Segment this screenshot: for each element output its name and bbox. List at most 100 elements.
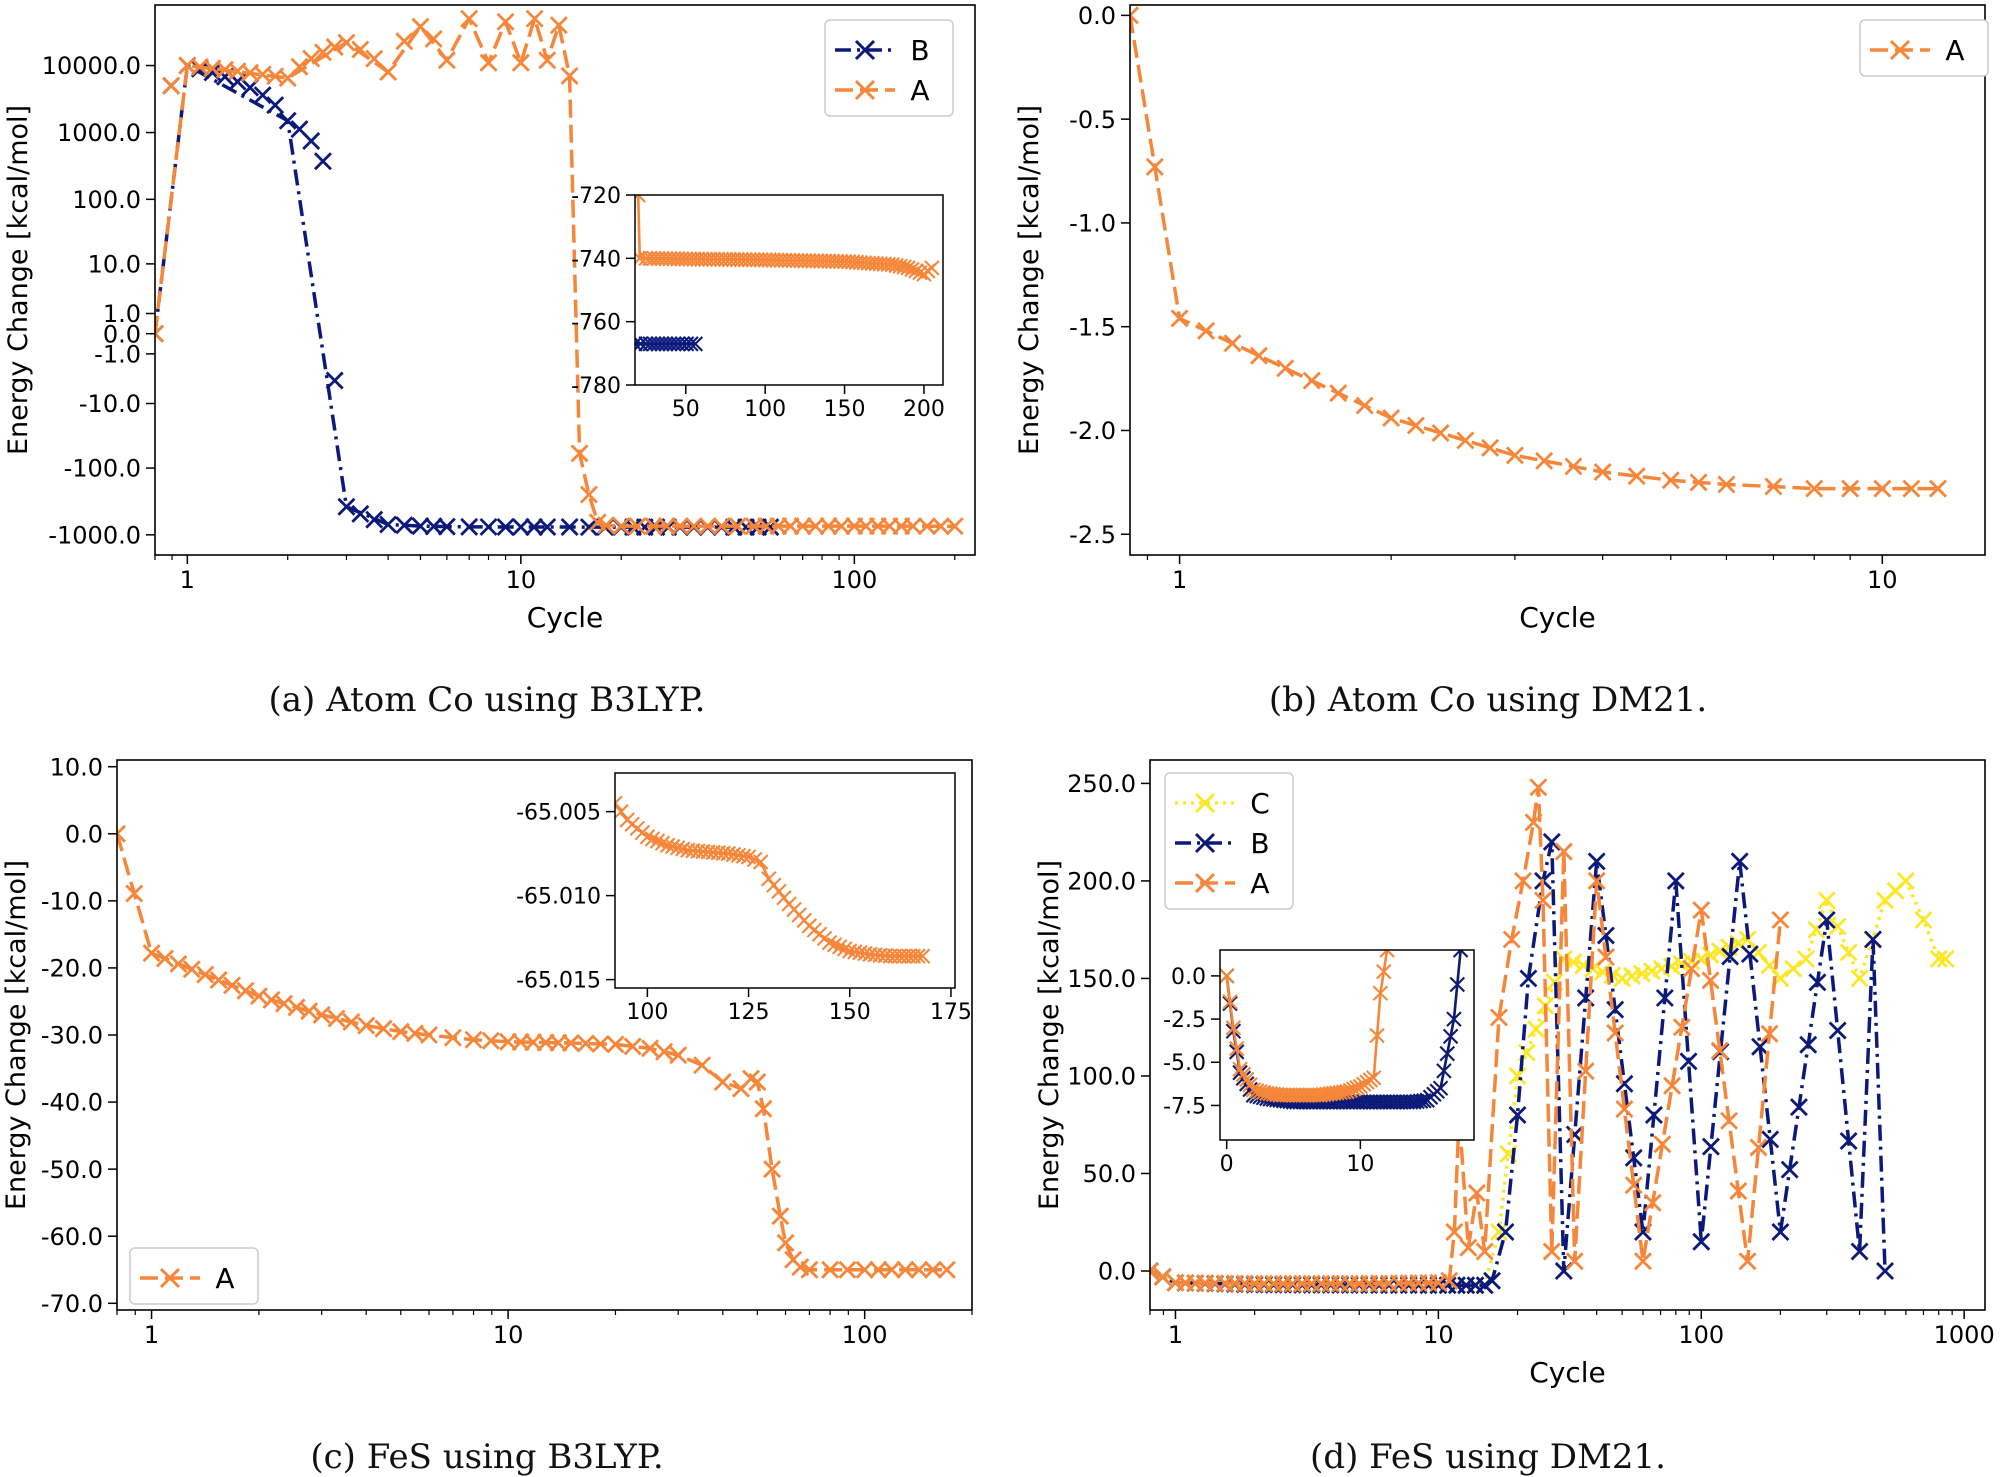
data-point — [342, 1013, 361, 1032]
data-point — [1864, 930, 1882, 949]
y-tick-label: -720 — [571, 184, 621, 209]
data-point — [437, 517, 456, 536]
legend-box — [824, 19, 954, 117]
data-point — [290, 57, 309, 76]
legend-swatch-marker — [1194, 792, 1216, 814]
data-point — [357, 1016, 376, 1035]
y-tick-label: -30.0 — [41, 1022, 103, 1050]
data-point — [1432, 1080, 1449, 1096]
data-point — [649, 833, 666, 849]
data-point — [1839, 1131, 1858, 1150]
data-point — [249, 987, 268, 1006]
data-point — [1220, 968, 1235, 984]
x-tick-label: 10 — [1346, 1152, 1374, 1177]
data-point — [1524, 813, 1543, 832]
y-tick-label: 250.0 — [1067, 770, 1136, 798]
data-point — [1505, 446, 1524, 465]
data-point — [300, 1002, 319, 1021]
data-point — [615, 803, 629, 820]
data-point — [664, 838, 681, 855]
series-A — [117, 824, 956, 1279]
data-point — [1627, 467, 1646, 486]
y-tick-label: 0.0 — [1078, 2, 1116, 30]
data-point — [831, 939, 848, 955]
data-point — [1817, 910, 1836, 929]
data-point — [1896, 871, 1915, 890]
data-point — [1805, 479, 1824, 498]
data-point — [560, 518, 579, 537]
data-point — [687, 336, 704, 352]
data-point — [1780, 1160, 1799, 1179]
data-point — [1576, 1062, 1595, 1081]
data-point — [424, 517, 443, 536]
data-point — [806, 517, 825, 536]
data-point — [579, 518, 598, 537]
y-axis-label: Energy Change [kcal/mol] — [3, 105, 34, 455]
data-point — [1565, 1252, 1584, 1271]
data-point — [1929, 949, 1948, 968]
data-point — [155, 324, 164, 343]
caption-d: (d) FeS using DM21. — [1310, 1437, 1666, 1477]
data-point — [639, 829, 656, 845]
data-point — [1379, 950, 1395, 958]
caption-b: (b) Atom Co using DM21. — [1268, 680, 1708, 720]
data-point — [1936, 949, 1955, 968]
data-point — [395, 32, 414, 51]
data-point — [1449, 976, 1466, 993]
data-point — [1508, 1105, 1527, 1124]
legend-box — [129, 1247, 259, 1305]
data-point — [1436, 1063, 1452, 1079]
data-point — [793, 517, 812, 536]
data-point — [1445, 1223, 1464, 1241]
data-point — [1653, 1135, 1672, 1154]
data-point — [644, 831, 661, 847]
y-tick-label: 1.0 — [103, 300, 141, 328]
x-axis-label: Cycle — [1529, 1356, 1606, 1389]
y-tick-label: -2.5 — [1163, 1008, 1206, 1033]
data-point — [612, 517, 631, 536]
data-point — [1514, 871, 1533, 890]
data-point — [698, 517, 717, 536]
data-point — [1519, 969, 1538, 988]
inset-a: 50 100 150 200 -720 -740 -760 -780 — [571, 184, 945, 422]
y-tick-label: 10.0 — [50, 753, 103, 781]
legend-swatch-marker — [1194, 872, 1216, 894]
data-point — [325, 38, 344, 56]
legend-label-A: A — [1250, 867, 1269, 900]
data-point — [924, 260, 940, 276]
data-point — [525, 9, 544, 28]
data-point — [1876, 1262, 1895, 1280]
data-point — [910, 1260, 929, 1279]
data-point — [424, 29, 443, 48]
data-point — [669, 1046, 688, 1065]
data-point — [1369, 1027, 1385, 1044]
x-tick-label: 1 — [144, 1321, 159, 1349]
data-point — [155, 949, 174, 968]
y-tick-label: 0.0 — [65, 820, 103, 848]
data-point — [1459, 1238, 1478, 1257]
y-tick-label: -50.0 — [41, 1156, 103, 1184]
data-point — [1828, 1021, 1847, 1040]
data-point — [1789, 1098, 1808, 1117]
y-tick-label: 0.0 — [103, 320, 141, 348]
data-point — [275, 994, 293, 1013]
legend-d: CBA — [1164, 772, 1294, 910]
series-A — [635, 195, 940, 282]
data-point — [821, 1260, 840, 1279]
data-point — [1382, 409, 1401, 428]
data-point — [838, 1260, 857, 1279]
data-point — [1873, 479, 1892, 498]
inset-frame — [614, 772, 956, 989]
data-point — [209, 971, 228, 989]
data-point — [1914, 910, 1933, 929]
data-point — [1534, 891, 1552, 910]
data-point — [937, 1260, 956, 1279]
legend-label-A: A — [910, 74, 929, 107]
data-point — [1170, 309, 1189, 328]
data-point — [931, 517, 950, 536]
data-point — [1153, 1267, 1172, 1286]
y-tick-label: -60.0 — [41, 1223, 103, 1251]
data-point — [1467, 1183, 1486, 1202]
data-point — [1276, 359, 1295, 378]
legend-label-A: A — [1945, 34, 1964, 67]
